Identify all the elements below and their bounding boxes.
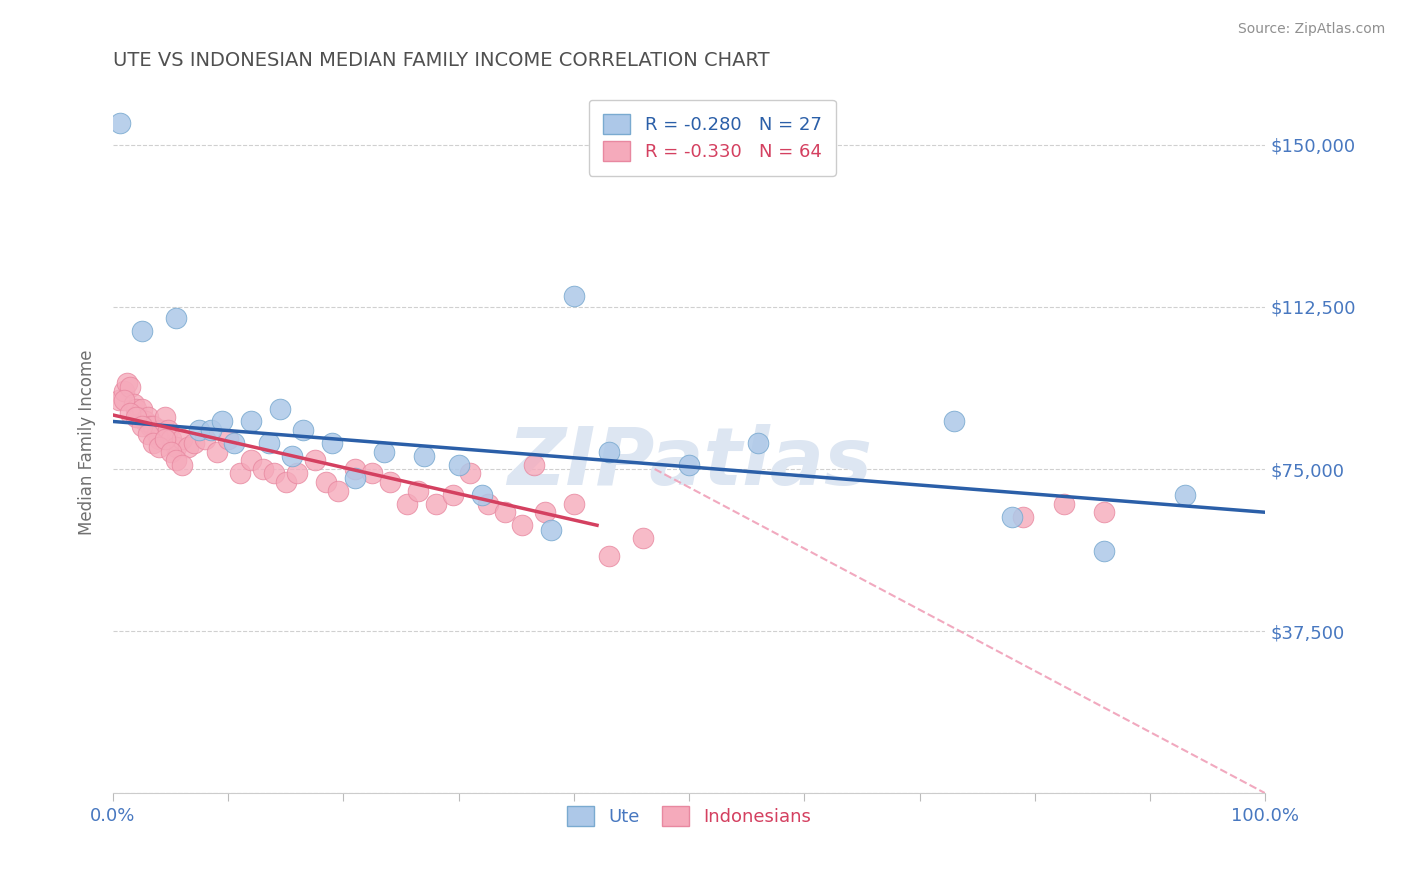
Point: [134, 415, 156, 429]
Point: [172, 432, 194, 446]
Point: [142, 436, 165, 450]
Point: [127, 410, 149, 425]
Point: [343, 471, 366, 485]
Point: [165, 310, 187, 325]
Point: [114, 384, 136, 399]
Y-axis label: Median Family Income: Median Family Income: [79, 350, 96, 535]
Point: [534, 505, 557, 519]
Point: [343, 462, 366, 476]
Point: [373, 444, 395, 458]
Point: [1092, 544, 1115, 558]
Point: [274, 475, 297, 489]
Point: [943, 415, 966, 429]
Point: [114, 392, 136, 407]
Point: [395, 497, 418, 511]
Point: [631, 531, 654, 545]
Point: [188, 423, 211, 437]
Point: [125, 401, 148, 416]
Point: [115, 376, 138, 390]
Point: [252, 462, 274, 476]
Text: Source: ZipAtlas.com: Source: ZipAtlas.com: [1237, 22, 1385, 37]
Point: [194, 432, 217, 446]
Point: [321, 436, 343, 450]
Point: [120, 380, 142, 394]
Point: [747, 436, 769, 450]
Point: [107, 392, 129, 407]
Point: [408, 483, 430, 498]
Point: [222, 436, 245, 450]
Point: [598, 444, 620, 458]
Point: [136, 427, 159, 442]
Point: [477, 497, 499, 511]
Point: [172, 458, 194, 472]
Point: [122, 397, 145, 411]
Point: [292, 423, 315, 437]
Point: [165, 453, 187, 467]
Point: [240, 453, 263, 467]
Point: [378, 475, 401, 489]
Point: [131, 401, 153, 416]
Point: [153, 410, 176, 425]
Point: [1053, 497, 1076, 511]
Point: [257, 436, 280, 450]
Point: [413, 449, 436, 463]
Legend: Ute, Indonesians: Ute, Indonesians: [560, 799, 818, 833]
Point: [471, 488, 494, 502]
Text: ZIPatlas: ZIPatlas: [506, 424, 872, 502]
Point: [562, 497, 585, 511]
Point: [361, 467, 384, 481]
Point: [177, 441, 200, 455]
Point: [1092, 505, 1115, 519]
Point: [510, 518, 533, 533]
Point: [148, 432, 170, 446]
Point: [142, 418, 165, 433]
Point: [315, 475, 337, 489]
Point: [108, 116, 131, 130]
Point: [1012, 509, 1035, 524]
Point: [136, 410, 159, 425]
Point: [1174, 488, 1197, 502]
Point: [157, 423, 180, 437]
Point: [280, 449, 302, 463]
Point: [1001, 509, 1024, 524]
Point: [145, 427, 167, 442]
Point: [304, 453, 326, 467]
Point: [458, 467, 481, 481]
Point: [269, 401, 291, 416]
Point: [205, 444, 228, 458]
Point: [200, 423, 222, 437]
Point: [326, 483, 349, 498]
Point: [165, 441, 187, 455]
Point: [678, 458, 700, 472]
Point: [183, 436, 205, 450]
Point: [211, 415, 233, 429]
Point: [494, 505, 516, 519]
Point: [447, 458, 470, 472]
Point: [153, 432, 176, 446]
Point: [131, 418, 153, 433]
Point: [150, 423, 173, 437]
Point: [131, 324, 153, 338]
Point: [285, 467, 308, 481]
Point: [148, 441, 170, 455]
Point: [523, 458, 546, 472]
Text: UTE VS INDONESIAN MEDIAN FAMILY INCOME CORRELATION CHART: UTE VS INDONESIAN MEDIAN FAMILY INCOME C…: [112, 51, 769, 70]
Point: [425, 497, 447, 511]
Point: [263, 467, 285, 481]
Point: [217, 432, 239, 446]
Point: [228, 467, 250, 481]
Point: [120, 406, 142, 420]
Point: [159, 444, 181, 458]
Point: [125, 410, 148, 425]
Point: [159, 432, 181, 446]
Point: [441, 488, 464, 502]
Point: [240, 415, 263, 429]
Point: [540, 523, 562, 537]
Point: [562, 289, 585, 303]
Point: [139, 418, 162, 433]
Point: [598, 549, 620, 563]
